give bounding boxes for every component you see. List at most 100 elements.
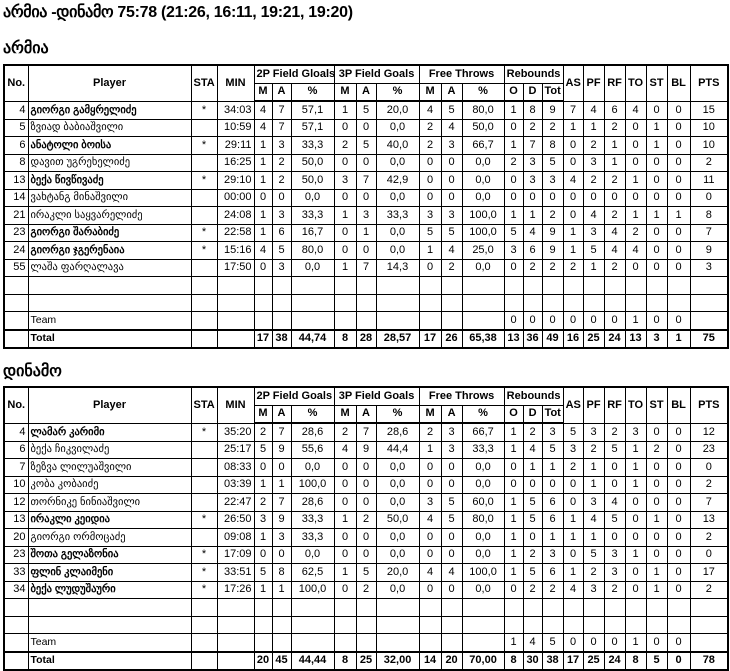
cell-3p-pct: 14,3 <box>375 258 420 277</box>
cell-min: 17:50 <box>216 258 255 277</box>
cell-3p-pct: 0,0 <box>375 118 420 137</box>
empty-cell <box>603 276 626 295</box>
cell-no: 24 <box>3 241 29 260</box>
cell-player: გიორგი შარაბიძე <box>27 223 192 242</box>
total-row: Total 20 45 44,44 8 25 32,00 14 20 70,00 8 30 38 17 25… <box>3 650 729 671</box>
cell-ft-att: 2 <box>440 258 463 277</box>
cell-reb-tot: 0 <box>541 311 564 330</box>
cell-ft-pct: 0,0 <box>461 528 505 547</box>
cell-steals: 1 <box>645 136 668 155</box>
cell-ft-pct: 100,0 <box>461 563 505 582</box>
cell-ft-att: 4 <box>440 563 463 582</box>
player-row: 55 ლაშა ფარღალავა 17:50 0 3 0,0 1 7 14,3 0 2 0,0 0 2 2… <box>3 258 729 277</box>
total-points: 75 <box>689 328 729 349</box>
cell-fouls: 4 <box>582 206 605 225</box>
cell-2p-pct: 0,0 <box>290 258 335 277</box>
cell-steals: 0 <box>645 153 668 172</box>
cell-2p-pct: 33,3 <box>290 136 335 155</box>
cell-ft-att: 0 <box>440 188 463 207</box>
cell-player: ბექა ლუდუშაური <box>27 580 192 599</box>
empty-cell <box>253 598 273 617</box>
empty-cell <box>333 598 357 617</box>
cell-sta: * <box>190 100 218 120</box>
cell-ft-att: 0 <box>440 153 463 172</box>
player-row: 33 ფლინ კლაიმენი * 33:51 5 8 62,5 1 5 20,0 4 4 100,0… <box>3 563 729 582</box>
empty-cell <box>461 276 505 295</box>
cell-steals: 0 <box>645 545 668 564</box>
cell-ft-att: 5 <box>440 100 463 120</box>
cell-player: ირაკლი საყვარელიძე <box>27 206 192 225</box>
subheader-m: M <box>333 404 357 424</box>
cell-3p-made: 0 <box>333 545 357 564</box>
cell-ft-made: 0 <box>418 153 442 172</box>
empty-cell <box>271 615 292 634</box>
cell-player: ზვიად ბაბიაშვილი <box>27 118 192 137</box>
cell-reb-def: 5 <box>522 510 543 529</box>
cell-assists: 3 <box>562 440 584 459</box>
cell-assists: 5 <box>562 422 584 442</box>
empty-cell <box>689 276 729 295</box>
cell-fouls: 3 <box>582 223 605 242</box>
empty-cell <box>375 293 420 312</box>
total-blocks: 1 <box>666 328 691 349</box>
total-3p-made: 8 <box>333 650 357 671</box>
cell-reb-off: 0 <box>503 311 524 330</box>
empty-cell <box>190 328 218 349</box>
cell-fouls-received: 5 <box>603 510 626 529</box>
cell-sta: * <box>190 545 218 564</box>
cell-2p-att: 0 <box>271 188 292 207</box>
total-ft-made: 14 <box>418 650 442 671</box>
cell-fouls-received: 0 <box>603 311 626 330</box>
cell-2p-pct: 28,6 <box>290 422 335 442</box>
empty-cell <box>562 598 584 617</box>
cell-3p-made: 1 <box>333 563 357 582</box>
empty-cell <box>666 598 691 617</box>
empty-cell <box>645 598 668 617</box>
cell-reb-off: 1 <box>503 493 524 512</box>
cell-player: გიორგი გამყრელიძე <box>27 100 192 120</box>
cell-2p-made: 4 <box>253 118 273 137</box>
cell-steals: 0 <box>645 223 668 242</box>
cell-reb-def: 2 <box>522 580 543 599</box>
cell-blocks: 0 <box>666 563 691 582</box>
empty-cell <box>666 276 691 295</box>
cell-assists: 1 <box>562 510 584 529</box>
cell-steals: 0 <box>645 422 668 442</box>
cell-3p-att: 1 <box>355 223 377 242</box>
subheader-pct: % <box>290 404 335 424</box>
cell-3p-att: 2 <box>355 510 377 529</box>
player-row: 10 კობა კობაიძე 03:39 1 1 100,0 0 0 0,0 0 0 0,0 0 0 0 0… <box>3 475 729 494</box>
cell-turnovers: 0 <box>624 118 647 137</box>
cell-2p-pct: 50,0 <box>290 171 335 190</box>
empty-cell <box>689 633 729 652</box>
cell-fouls: 0 <box>582 188 605 207</box>
cell-player: ლამარ კარიმი <box>27 422 192 442</box>
cell-ft-made: 0 <box>418 458 442 477</box>
header-as: AS <box>562 386 584 424</box>
cell-ft-pct: 80,0 <box>461 510 505 529</box>
cell-reb-tot: 3 <box>541 545 564 564</box>
cell-sta <box>190 118 218 137</box>
empty-cell <box>418 311 442 330</box>
cell-3p-att: 5 <box>355 136 377 155</box>
cell-blocks: 0 <box>666 633 691 652</box>
empty-cell <box>541 276 564 295</box>
cell-blocks: 0 <box>666 545 691 564</box>
cell-reb-def: 2 <box>522 545 543 564</box>
total-steals: 3 <box>645 328 668 349</box>
cell-fouls-received: 2 <box>603 422 626 442</box>
cell-reb-tot: 5 <box>541 633 564 652</box>
header-bl: BL <box>666 64 691 102</box>
team-name-1: არმია <box>3 40 49 57</box>
empty-cell <box>375 311 420 330</box>
cell-2p-made: 1 <box>253 136 273 155</box>
cell-3p-pct: 28,6 <box>375 422 420 442</box>
cell-ft-made: 3 <box>418 206 442 225</box>
empty-cell <box>440 615 463 634</box>
cell-turnovers: 0 <box>624 528 647 547</box>
box-score-table-2: No. Player STA MIN 2P Field Goals 3P Field Go… <box>3 386 730 671</box>
empty-cell <box>355 311 377 330</box>
cell-turnovers: 1 <box>624 440 647 459</box>
cell-reb-off: 1 <box>503 440 524 459</box>
cell-turnovers: 1 <box>624 633 647 652</box>
